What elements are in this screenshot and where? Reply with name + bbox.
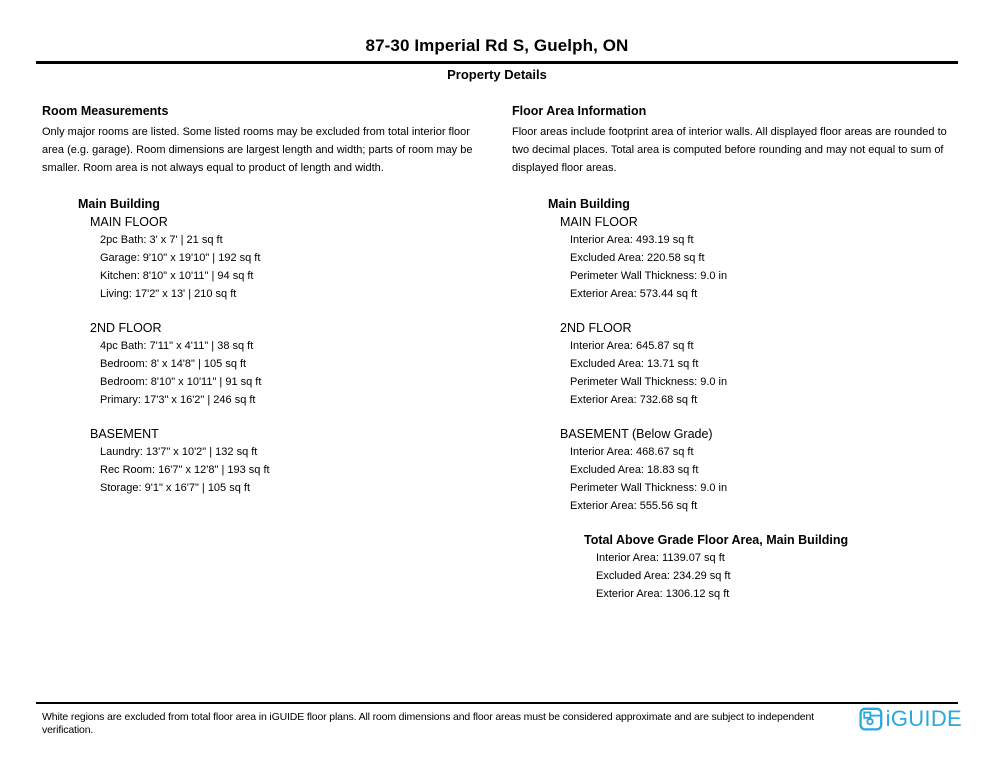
floor-2nd-floor: 2ND FLOOR 4pc Bath: 7'11" x 4'11" | 38 s… [90,319,494,409]
floor-area-2nd-floor: 2ND FLOOR Interior Area: 645.87 sq ft Ex… [560,319,964,409]
stat-line: Perimeter Wall Thickness: 9.0 in [570,376,728,388]
page-title: 87-30 Imperial Rd S, Guelph, ON [365,36,629,55]
stat-line: Perimeter Wall Thickness: 9.0 in [570,270,728,282]
floor-name: 2ND FLOOR [90,321,162,335]
floor-name: MAIN FLOOR [90,215,168,229]
floor-area-heading: Floor Area Information [512,104,647,118]
stat-line: Perimeter Wall Thickness: 9.0 in [570,482,728,494]
floor-area-section: Floor Area Information Floor areas inclu… [512,104,964,603]
floor-area-description: Floor areas include footprint area of in… [512,126,947,174]
room-line: Rec Room: 16'7" x 12'8" | 193 sq ft [100,464,270,476]
floor-name: BASEMENT [90,427,159,441]
stat-line: Excluded Area: 13.71 sq ft [570,358,699,370]
header-divider [36,61,958,64]
total-above-grade-block: Total Above Grade Floor Area, Main Build… [584,531,964,603]
page-subtitle: Property Details [447,67,547,82]
stat-line: Exterior Area: 573.44 sq ft [570,288,698,300]
floor-basement: BASEMENT Laundry: 13'7" x 10'2" | 132 sq… [90,425,494,497]
stat-line: Interior Area: 493.19 sq ft [570,234,694,246]
floor-name: BASEMENT (Below Grade) [560,427,713,441]
footer-divider [36,702,958,705]
floor-area-basement: BASEMENT (Below Grade) Interior Area: 46… [560,425,964,515]
room-line: Garage: 9'10" x 19'10" | 192 sq ft [100,252,261,264]
iguide-camera-icon [859,707,882,731]
room-line: Living: 17'2" x 13' | 210 sq ft [100,288,237,300]
floor-area-building: Main Building MAIN FLOOR Interior Area: … [548,195,964,603]
room-measurements-heading: Room Measurements [42,104,169,118]
stat-line: Excluded Area: 18.83 sq ft [570,464,699,476]
room-line: Bedroom: 8'10" x 10'11" | 91 sq ft [100,376,262,388]
building-name: Main Building [78,197,160,211]
stat-line: Exterior Area: 732.68 sq ft [570,394,698,406]
floor-name: MAIN FLOOR [560,215,638,229]
floor-name: 2ND FLOOR [560,321,632,335]
room-line: 4pc Bath: 7'11" x 4'11" | 38 sq ft [100,340,254,352]
stat-line: Interior Area: 1139.07 sq ft [596,552,725,564]
room-line: Laundry: 13'7" x 10'2" | 132 sq ft [100,446,258,458]
iguide-logo-text: iGUIDE [885,706,962,731]
stat-line: Interior Area: 468.67 sq ft [570,446,694,458]
room-line: Bedroom: 8' x 14'8" | 105 sq ft [100,358,247,370]
stat-line: Exterior Area: 1306.12 sq ft [596,588,730,600]
stat-line: Excluded Area: 234.29 sq ft [596,570,731,582]
stat-line: Interior Area: 645.87 sq ft [570,340,694,352]
room-measurements-building: Main Building MAIN FLOOR 2pc Bath: 3' x … [78,195,494,497]
room-line: Storage: 9'1" x 16'7" | 105 sq ft [100,482,251,494]
room-line: Kitchen: 8'10" x 10'11" | 94 sq ft [100,270,254,282]
room-line: Primary: 17'3" x 16'2" | 246 sq ft [100,394,256,406]
room-measurements-description: Only major rooms are listed. Some listed… [42,126,473,174]
floor-main-floor: MAIN FLOOR 2pc Bath: 3' x 7' | 21 sq ft … [90,213,494,303]
total-heading: Total Above Grade Floor Area, Main Build… [584,533,849,547]
footer-disclaimer: White regions are excluded from total fl… [42,711,814,736]
room-measurements-section: Room Measurements Only major rooms are l… [42,104,494,513]
stat-line: Exterior Area: 555.56 sq ft [570,500,698,512]
room-line: 2pc Bath: 3' x 7' | 21 sq ft [100,234,223,246]
floor-area-main-floor: MAIN FLOOR Interior Area: 493.19 sq ft E… [560,213,964,303]
building-name: Main Building [548,197,630,211]
stat-line: Excluded Area: 220.58 sq ft [570,252,705,264]
iguide-logo: iGUIDE [859,706,962,732]
